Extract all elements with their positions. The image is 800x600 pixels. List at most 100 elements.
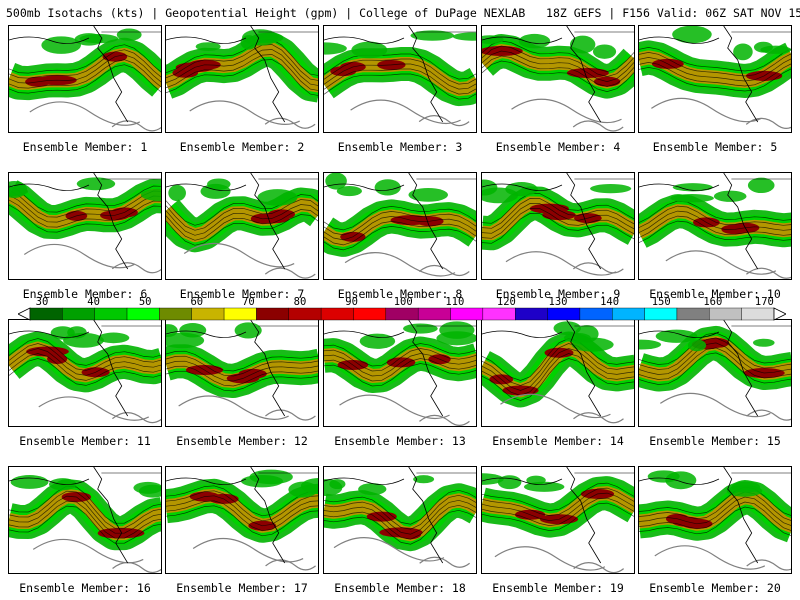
colorbar-tick-label: 170 xyxy=(754,296,774,308)
colorbar-tick-label: 130 xyxy=(548,296,568,308)
colorbar-segment xyxy=(450,307,484,321)
ensemble-map-7 xyxy=(165,172,319,280)
ensemble-map-18 xyxy=(323,466,477,574)
colorbar-tick-label: 60 xyxy=(190,296,204,308)
ensemble-map-10 xyxy=(638,172,792,280)
ensemble-member-caption: Ensemble Member: 17 xyxy=(176,581,308,595)
ensemble-member-caption: Ensemble Member: 19 xyxy=(492,581,624,595)
colorbar-segment xyxy=(676,307,710,321)
colorbar-right-arrow xyxy=(773,307,786,321)
ensemble-map-17 xyxy=(165,466,319,574)
jet-stream-plot xyxy=(9,173,161,274)
colorbar-left-arrow xyxy=(18,307,31,321)
colorbar-tick-label: 80 xyxy=(293,296,307,308)
colorbar-segment xyxy=(547,307,581,321)
colorbar-segment xyxy=(709,307,742,321)
ensemble-map-4 xyxy=(481,25,635,133)
jet-stream-plot xyxy=(639,26,791,129)
jet-stream-plot xyxy=(639,173,791,279)
jet-stream-plot xyxy=(9,467,161,573)
ensemble-map-15 xyxy=(638,319,792,427)
jet-stream-plot xyxy=(166,320,318,421)
colorbar-tick-label: 40 xyxy=(87,296,100,308)
ensemble-member-caption: Ensemble Member: 5 xyxy=(652,140,778,154)
colorbar-segment xyxy=(644,307,678,321)
ensemble-map-8 xyxy=(323,172,477,280)
colorbar-tick-label: 140 xyxy=(600,296,620,308)
ensemble-map-14 xyxy=(481,319,635,427)
colorbar-segment xyxy=(320,307,354,321)
colorbar-tick-label: 150 xyxy=(651,296,671,308)
colorbar-segment xyxy=(417,307,451,321)
ensemble-map-11 xyxy=(8,319,162,427)
page-title: 500mb Isotachs (kts) | Geopotential Heig… xyxy=(6,6,800,20)
ensemble-map-16 xyxy=(8,466,162,574)
ensemble-map-2 xyxy=(165,25,319,133)
ensemble-member-caption: Ensemble Member: 2 xyxy=(179,140,305,154)
ensemble-map-12 xyxy=(165,319,319,427)
jet-stream-plot xyxy=(482,173,634,276)
colorbar-tick-label: 50 xyxy=(138,296,152,308)
colorbar-segment xyxy=(353,307,387,321)
ensemble-member-caption: Ensemble Member: 14 xyxy=(492,434,624,448)
ensemble-member-caption: Ensemble Member: 15 xyxy=(649,434,781,448)
colorbar-tick-label: 120 xyxy=(496,296,516,308)
colorbar-segment xyxy=(191,307,225,321)
jet-stream-plot xyxy=(324,173,476,277)
colorbar-segment xyxy=(515,307,548,321)
colorbar-segment xyxy=(94,307,128,321)
colorbar-segment xyxy=(29,307,63,321)
colorbar-segment xyxy=(159,307,192,321)
ensemble-member-caption: Ensemble Member: 10 xyxy=(649,287,781,301)
ensemble-member-caption: Ensemble Member: 7 xyxy=(179,287,305,301)
colorbar-segment xyxy=(126,307,160,321)
colorbar-segment xyxy=(256,307,289,321)
wind-speed-colorbar xyxy=(18,307,786,321)
jet-stream-plot xyxy=(166,26,318,129)
ensemble-member-caption: Ensemble Member: 13 xyxy=(334,434,466,448)
jet-stream-plot xyxy=(166,173,318,279)
ensemble-member-caption: Ensemble Member: 3 xyxy=(337,140,463,154)
colorbar-segment xyxy=(223,307,257,321)
colorbar-tick-label: 100 xyxy=(393,296,413,308)
ensemble-map-13 xyxy=(323,319,477,427)
jet-stream-plot xyxy=(9,26,161,132)
colorbar-tick-label: 160 xyxy=(703,296,723,308)
colorbar-tick-label: 70 xyxy=(242,296,255,308)
jet-stream-plot xyxy=(324,26,476,127)
ensemble-member-caption: Ensemble Member: 9 xyxy=(495,287,621,301)
colorbar-segment xyxy=(62,307,95,321)
colorbar-segment xyxy=(482,307,516,321)
colorbar-tick-label: 30 xyxy=(35,296,49,308)
jet-stream-plot xyxy=(482,467,634,573)
ensemble-map-1 xyxy=(8,25,162,133)
ensemble-member-caption: Ensemble Member: 18 xyxy=(334,581,466,595)
jet-stream-plot xyxy=(482,26,634,132)
colorbar-segment xyxy=(612,307,645,321)
jet-stream-plot xyxy=(324,320,476,426)
ensemble-member-caption: Ensemble Member: 6 xyxy=(22,287,148,301)
ensemble-map-6 xyxy=(8,172,162,280)
jet-stream-plot xyxy=(639,320,791,421)
colorbar-segment xyxy=(741,307,775,321)
colorbar-segment xyxy=(385,307,419,321)
colorbar-tick-label: 110 xyxy=(445,296,465,308)
jet-stream-plot xyxy=(639,467,791,571)
colorbar-segment xyxy=(288,307,322,321)
ensemble-map-20 xyxy=(638,466,792,574)
jet-stream-plot xyxy=(166,467,318,571)
jet-stream-plot xyxy=(482,320,634,424)
ensemble-member-caption: Ensemble Member: 20 xyxy=(649,581,781,595)
ensemble-map-3 xyxy=(323,25,477,133)
ensemble-member-caption: Ensemble Member: 4 xyxy=(495,140,621,154)
ensemble-member-caption: Ensemble Member: 12 xyxy=(176,434,308,448)
jet-stream-plot xyxy=(324,467,476,568)
ensemble-member-caption: Ensemble Member: 16 xyxy=(19,581,151,595)
ensemble-map-19 xyxy=(481,466,635,574)
ensemble-member-caption: Ensemble Member: 8 xyxy=(337,287,463,301)
jet-stream-plot xyxy=(9,320,161,424)
ensemble-map-5 xyxy=(638,25,792,133)
colorbar-segment xyxy=(579,307,613,321)
ensemble-member-caption: Ensemble Member: 11 xyxy=(19,434,151,448)
ensemble-map-9 xyxy=(481,172,635,280)
